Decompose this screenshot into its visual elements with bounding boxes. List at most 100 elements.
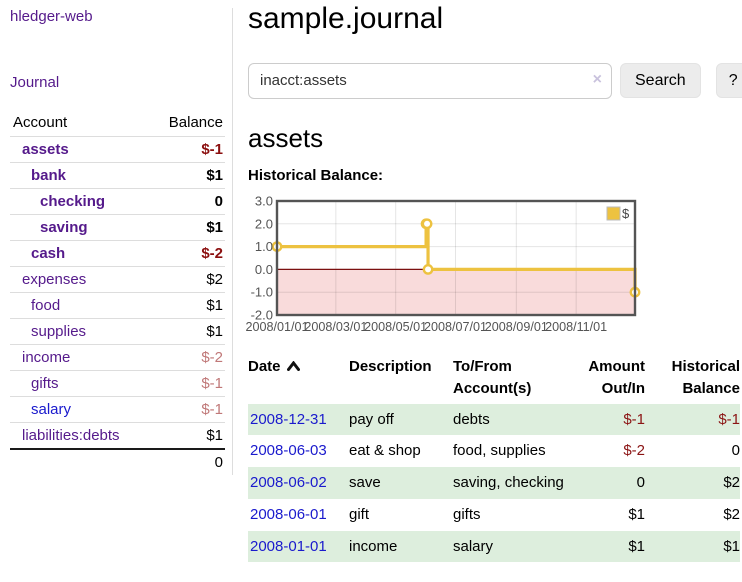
account-balance: $-2 <box>149 344 225 371</box>
account-link[interactable]: checking <box>40 193 106 210</box>
svg-text:-1.0: -1.0 <box>251 285 273 300</box>
svg-text:2008/03/01: 2008/03/01 <box>304 320 367 334</box>
main-content: sample.journal × Search ? assets Histori… <box>233 0 742 563</box>
account-link[interactable]: expenses <box>22 271 87 288</box>
transaction-date-link[interactable]: 2008-06-03 <box>250 442 327 460</box>
transaction-accounts-cell: saving, checking <box>453 474 564 492</box>
transaction-balance-cell: $-1 <box>718 410 740 428</box>
transaction-accounts-cell: gifts <box>453 505 481 523</box>
transaction-date-cell: 2008-06-01 <box>248 499 349 531</box>
app-title-link[interactable]: hledger-web <box>10 8 93 25</box>
account-balance: $-2 <box>149 240 225 267</box>
account-row: expenses $2 <box>10 266 225 293</box>
transaction-amount-cell: $1 <box>628 505 645 523</box>
transaction-date-link[interactable]: 2008-06-02 <box>250 474 327 492</box>
app-root: hledger-web Journal Account Balance asse… <box>0 0 742 563</box>
account-link[interactable]: saving <box>40 219 88 236</box>
account-row: gifts $-1 <box>10 370 225 397</box>
sidebar: hledger-web Journal Account Balance asse… <box>0 0 233 562</box>
svg-text:2.0: 2.0 <box>255 216 273 231</box>
account-row: salary $-1 <box>10 396 225 423</box>
account-link[interactable]: salary <box>31 401 72 418</box>
transaction-description-cell: gift <box>349 505 370 523</box>
register-table: Date Description To/From Account(s) Amou… <box>248 354 740 563</box>
accounts-column-header: To/From Account(s) <box>453 358 532 397</box>
transaction-date-link[interactable]: 2008-06-01 <box>250 505 327 523</box>
account-link[interactable]: cash <box>31 245 66 262</box>
svg-text:2008/05/01: 2008/05/01 <box>364 320 427 334</box>
account-balance-table: Account Balance assets $-1 bank $1 checking 0… <box>10 110 225 475</box>
transaction-date-cell: 2008-12-31 <box>248 404 349 436</box>
sidebar-item-journal[interactable]: Journal <box>10 74 60 91</box>
search-bar: × Search ? <box>248 62 742 99</box>
balance-column-header: Historical Balance <box>671 358 740 397</box>
account-balance: $1 <box>206 427 223 444</box>
chart-canvas: $3.0 2.0 1.0 0.0 -1.0 -2.02008/01/012008/03/0… <box>245 194 641 334</box>
search-help-button[interactable]: ? <box>715 62 742 99</box>
transaction-row: 2008-06-03 eat & shop food, supplies $-2 0 <box>248 435 740 467</box>
search-button[interactable]: Search <box>620 62 701 99</box>
account-row: bank $1 <box>10 162 225 189</box>
account-balance: 0 <box>149 188 225 215</box>
account-row: food $1 <box>10 292 225 319</box>
transaction-date-cell: 2008-06-02 <box>248 467 349 499</box>
transaction-amount-cell: $-2 <box>623 442 645 460</box>
search-input-wrap: × <box>248 62 612 99</box>
description-column-header: Description <box>349 358 432 376</box>
transaction-description-cell: pay off <box>349 410 394 428</box>
transaction-row: 2008-06-01 gift gifts $1 $2 <box>248 499 740 531</box>
search-input[interactable] <box>248 62 612 99</box>
account-balance: $1 <box>149 162 225 189</box>
svg-text:2008/01/01: 2008/01/01 <box>245 320 308 334</box>
transaction-date-cell: 2008-01-01 <box>248 531 349 563</box>
account-total-balance: 0 <box>149 448 225 475</box>
account-link[interactable]: bank <box>31 167 67 184</box>
page-title: sample.journal <box>248 2 444 35</box>
transaction-accounts-cell: debts <box>453 410 490 428</box>
account-link[interactable]: supplies <box>31 323 87 340</box>
account-row: saving $1 <box>10 214 225 241</box>
account-link[interactable]: food <box>31 297 61 314</box>
account-row: cash $-2 <box>10 240 225 267</box>
account-balance: $-1 <box>149 370 225 397</box>
transaction-date-link[interactable]: 2008-01-01 <box>250 537 327 555</box>
account-link[interactable]: liabilities:debts <box>22 427 120 444</box>
account-link[interactable]: gifts <box>31 375 59 392</box>
transaction-balance-cell: $2 <box>723 474 740 492</box>
account-balance: $1 <box>149 214 225 241</box>
historical-balance-chart: $3.0 2.0 1.0 0.0 -1.0 -2.0 2008/01/01 2008/03/0… <box>245 193 742 337</box>
svg-text:2008/09/01: 2008/09/01 <box>485 320 548 334</box>
transaction-amount-cell: $1 <box>628 537 645 555</box>
transaction-date-cell: 2008-06-03 <box>248 435 349 467</box>
transaction-accounts-cell: food, supplies <box>453 442 546 460</box>
clear-search-icon[interactable]: × <box>592 70 602 88</box>
account-table-header-row: Account Balance <box>10 110 225 137</box>
amount-column-header: Amount Out/In <box>588 358 645 397</box>
transaction-balance-cell: $1 <box>723 537 740 555</box>
svg-text:3.0: 3.0 <box>255 194 273 209</box>
date-column-header[interactable]: Date <box>248 354 349 404</box>
transaction-accounts-cell: salary <box>453 537 494 555</box>
account-heading: assets <box>248 122 324 153</box>
transaction-amount-cell: 0 <box>636 474 645 492</box>
account-link[interactable]: income <box>22 349 71 366</box>
transaction-row: 2008-06-02 save saving, checking 0 $2 <box>248 467 740 499</box>
account-link[interactable]: assets <box>22 141 69 158</box>
account-row: checking 0 <box>10 188 225 215</box>
svg-text:-2.0: -2.0 <box>251 308 273 323</box>
transaction-row: 2008-01-01 income salary $1 $1 <box>248 530 740 563</box>
account-total-row: 0 <box>10 448 225 475</box>
chart-title: Historical Balance: <box>248 167 384 185</box>
account-row: income $-2 <box>10 344 225 371</box>
sidebar-inner: hledger-web Journal Account Balance asse… <box>10 8 233 475</box>
account-row: assets $-1 <box>10 136 225 163</box>
transaction-amount-cell: $-1 <box>623 410 645 428</box>
register-header-row: Date Description To/From Account(s) Amou… <box>248 354 740 404</box>
account-row: liabilities:debts $1 <box>10 423 225 450</box>
transaction-date-link[interactable]: 2008-12-31 <box>250 410 327 428</box>
transaction-row: 2008-12-31 pay off debts $-1 $-1 <box>248 403 740 436</box>
transaction-balance-cell: $2 <box>723 505 740 523</box>
account-column-header: Account <box>10 110 150 137</box>
account-balance: $-1 <box>149 396 225 423</box>
svg-text:1.0: 1.0 <box>255 239 273 254</box>
